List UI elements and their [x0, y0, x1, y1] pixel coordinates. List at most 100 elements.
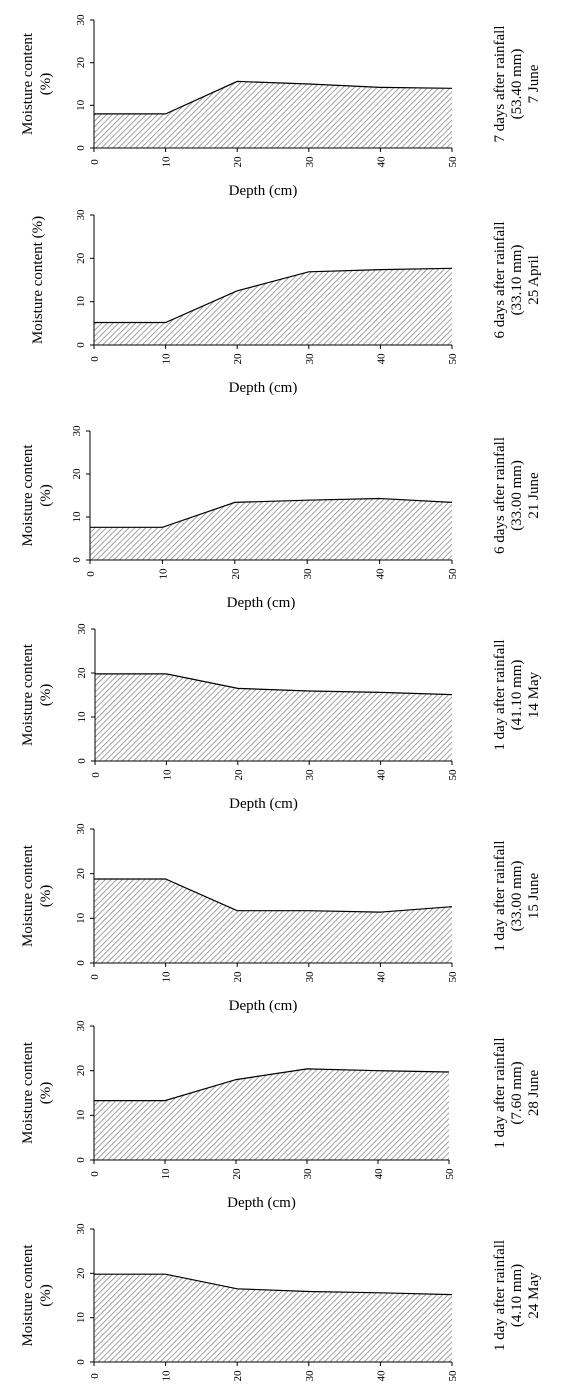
y-axis-title: Moisture content [20, 643, 36, 746]
x-tick-label: 0 [89, 1373, 101, 1379]
y-tick-label: 0 [75, 960, 87, 966]
x-tick-label: 20 [232, 353, 244, 365]
x-tick-label: 0 [85, 571, 97, 577]
x-tick-label: 30 [304, 1370, 316, 1382]
y-tick-label: 30 [75, 1223, 87, 1235]
x-axis-title: Depth (cm) [229, 998, 298, 1014]
x-tick-label: 50 [447, 156, 459, 168]
panel-annotation: 14 May [526, 671, 542, 718]
y-tick-label: 30 [75, 823, 87, 835]
y-axis-title: (%) [38, 73, 54, 96]
x-tick-label: 20 [232, 971, 244, 983]
y-tick-label: 20 [76, 667, 88, 679]
y-tick-label: 0 [75, 1359, 87, 1365]
panel-annotation: (41.10 mm) [509, 660, 525, 731]
x-axis-title: Depth (cm) [229, 183, 298, 199]
x-tick-label: 50 [447, 1370, 459, 1382]
y-tick-label: 20 [75, 252, 87, 264]
x-axis-title: Depth (cm) [229, 380, 298, 396]
y-tick-label: 0 [71, 557, 83, 563]
moisture-line [94, 267, 453, 324]
x-tick-label: 40 [375, 971, 387, 983]
panel-annotation: (7.60 mm) [509, 1061, 525, 1124]
panel-annotation: (33.10 mm) [509, 245, 525, 316]
x-tick-label: 50 [447, 769, 459, 781]
panel-annotation: (53.40 mm) [509, 49, 525, 120]
panel-annotation: 24 May [526, 1272, 542, 1319]
x-tick-label: 40 [375, 1370, 387, 1382]
moisture-area [94, 81, 452, 148]
x-tick-label: 20 [231, 1168, 243, 1180]
x-tick-label: 50 [447, 353, 459, 365]
moisture-area [95, 673, 452, 761]
y-axis-title: (%) [38, 484, 54, 507]
x-axis-title: Depth (cm) [229, 796, 298, 812]
x-tick-label: 30 [304, 769, 316, 781]
moisture-area [94, 1068, 449, 1160]
x-tick-label: 20 [232, 1370, 244, 1382]
y-tick-label: 10 [75, 1312, 87, 1324]
panel-annotation: 21 June [526, 472, 542, 519]
x-tick-label: 50 [444, 1168, 456, 1180]
y-axis-title: Moisture content [20, 1244, 36, 1347]
y-tick-label: 0 [75, 342, 87, 348]
moisture-line [90, 497, 453, 528]
y-tick-label: 20 [75, 868, 87, 880]
chart-panel-2: 0 10 20 30 0 10 20 30 40 50 Depth (cm) Moisture con… [30, 209, 542, 396]
chart-panel-4: 0 10 20 30 0 10 20 30 40 50 Depth (cm) Moisture con… [20, 623, 542, 812]
moisture-line [94, 878, 453, 913]
y-tick-label: 30 [71, 425, 83, 437]
x-axis-title: Depth (cm) [227, 595, 296, 611]
x-tick-label: 10 [161, 353, 173, 365]
y-axis-title: Moisture content [20, 844, 36, 947]
y-tick-label: 20 [75, 1065, 87, 1077]
y-axis-title: Moisture content (%) [30, 216, 46, 344]
x-tick-label: 40 [376, 769, 388, 781]
y-tick-label: 0 [75, 145, 87, 151]
x-tick-label: 10 [161, 971, 173, 983]
x-tick-label: 40 [375, 568, 387, 580]
y-axis-title: Moisture content [20, 1041, 36, 1144]
panel-annotation: 1 day after rainfall [492, 1037, 508, 1148]
panel-annotation: 1 day after rainfall [492, 1240, 508, 1351]
x-tick-label: 50 [447, 568, 459, 580]
x-tick-label: 10 [160, 1168, 172, 1180]
panel-annotation: 25 April [526, 255, 542, 305]
chart-panel-5: 0 10 20 30 0 10 20 30 40 50 Depth (cm) Moisture con… [20, 823, 542, 1014]
x-tick-label: 20 [233, 769, 245, 781]
panel-annotation: 6 days after rainfall [492, 221, 508, 338]
moisture-line [94, 80, 453, 115]
y-tick-label: 20 [75, 57, 87, 69]
panel-annotation: 1 day after rainfall [492, 639, 508, 750]
x-axis-title: Depth (cm) [227, 1195, 296, 1211]
moisture-area [94, 1274, 452, 1362]
y-tick-label: 30 [76, 623, 88, 635]
x-tick-label: 10 [161, 156, 173, 168]
panel-annotation: (4.10 mm) [509, 1264, 525, 1327]
y-tick-label: 10 [75, 912, 87, 924]
panel-annotation: (33.00 mm) [509, 861, 525, 932]
y-axis-title: Moisture content [20, 444, 36, 547]
moisture-area [94, 268, 452, 345]
y-tick-label: 30 [75, 1020, 87, 1032]
x-tick-label: 30 [304, 353, 316, 365]
chart-panel-1: 0 10 20 30 0 10 20 30 40 50 Depth (cm) Moisture con… [20, 14, 542, 199]
x-tick-label: 10 [161, 769, 173, 781]
y-tick-label: 0 [75, 1157, 87, 1163]
x-tick-label: 30 [304, 971, 316, 983]
x-tick-label: 30 [304, 156, 316, 168]
y-tick-label: 0 [76, 758, 88, 764]
x-tick-label: 30 [302, 1168, 314, 1180]
x-tick-label: 0 [89, 356, 101, 362]
y-axis-title: (%) [38, 885, 54, 908]
panel-annotation: 7 June [526, 64, 542, 103]
y-tick-label: 30 [75, 209, 87, 221]
panel-annotation: 7 days after rainfall [492, 25, 508, 142]
x-tick-label: 20 [230, 568, 242, 580]
x-tick-label: 50 [447, 971, 459, 983]
x-tick-label: 0 [90, 772, 102, 778]
y-tick-label: 10 [75, 99, 87, 111]
panel-annotation: (33.00 mm) [509, 460, 525, 531]
